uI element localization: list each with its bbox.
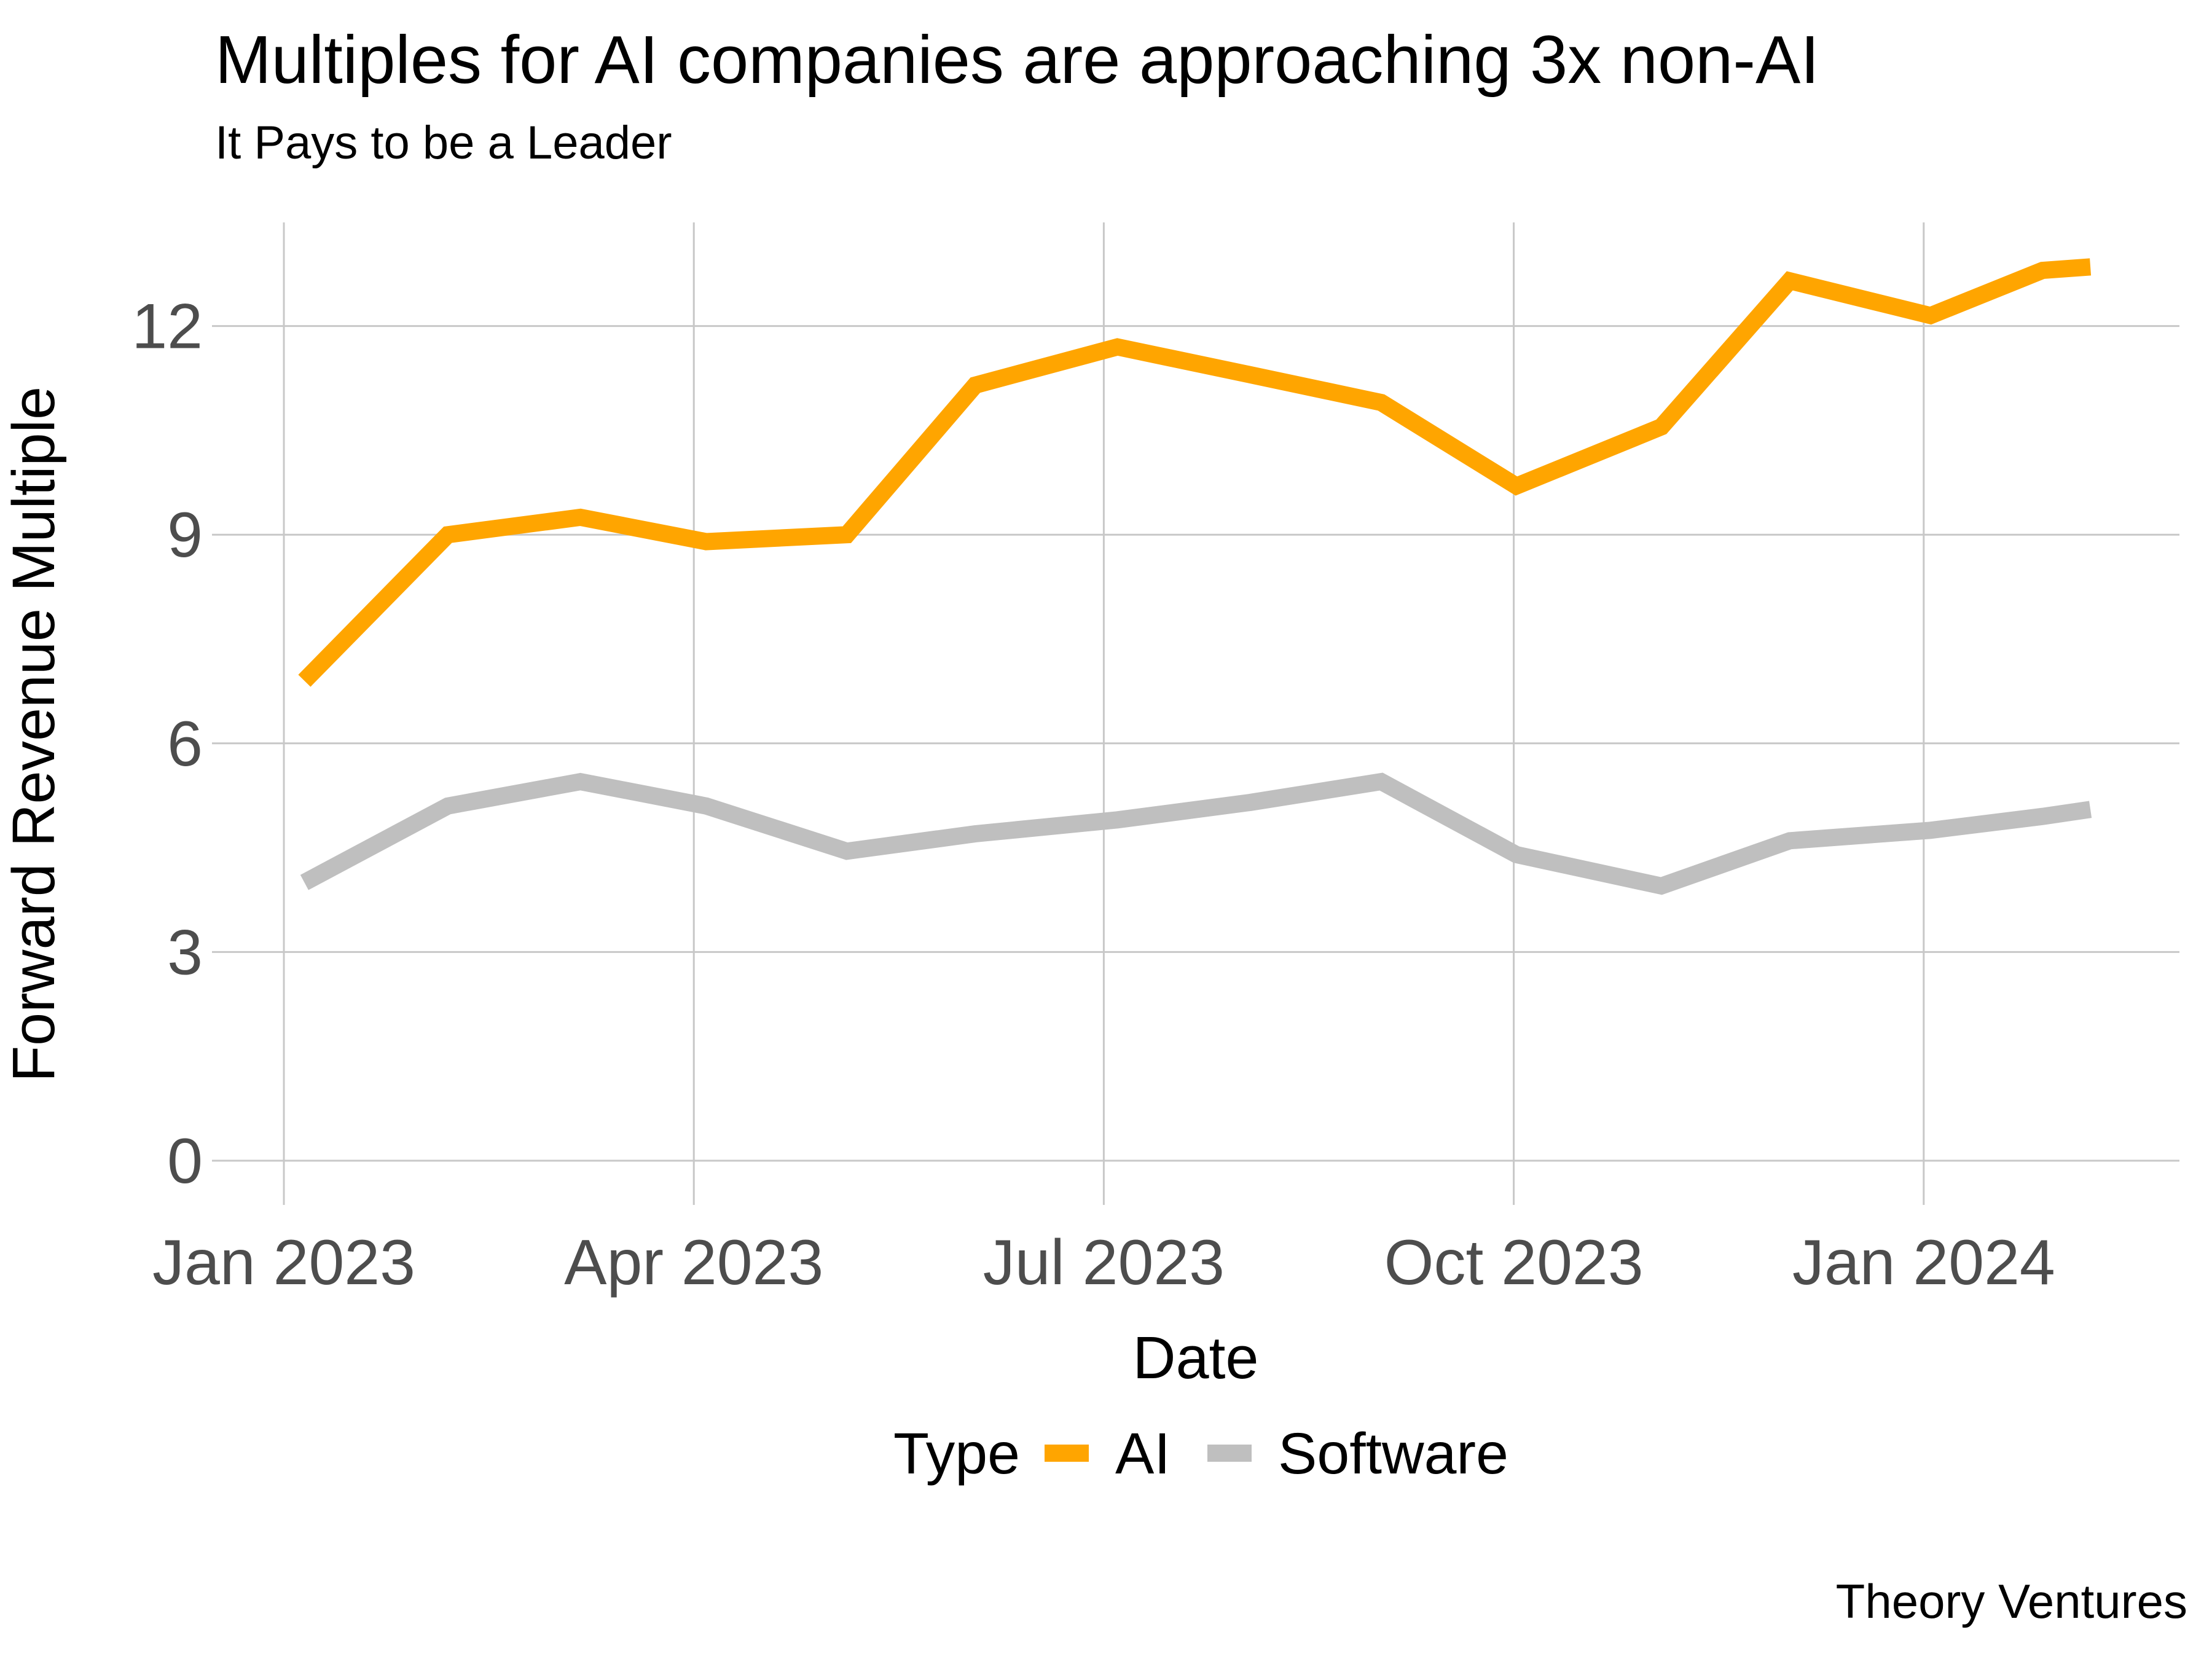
x-tick-label: Jan 2024 <box>1792 1227 2055 1298</box>
legend-label-software: Software <box>1278 1421 1508 1486</box>
legend-swatch-software <box>1207 1445 1252 1462</box>
x-axis-tick-labels: Jan 2023 Apr 2023 Jul 2023 Oct 2023 Jan 2024 <box>152 1227 2055 1298</box>
y-tick-label: 0 <box>167 1126 203 1197</box>
ai-line <box>298 258 2092 687</box>
legend-label-ai: AI <box>1115 1421 1171 1486</box>
legend: Type AI Software <box>893 1421 1508 1486</box>
series-lines <box>298 258 2092 895</box>
horizontal-gridlines <box>212 325 2179 1162</box>
source-attribution: Theory Ventures <box>1836 1574 2187 1628</box>
vertical-gridlines <box>283 222 1925 1205</box>
y-tick-label: 3 <box>167 917 203 988</box>
chart-title: Multiples for AI companies are approachi… <box>215 22 1819 98</box>
chart-subtitle: It Pays to be a Leader <box>215 117 672 169</box>
y-axis-title: Forward Revenue Multiple <box>0 386 67 1082</box>
software-line <box>300 772 2092 895</box>
legend-title: Type <box>893 1421 1020 1486</box>
y-tick-label: 6 <box>167 708 203 780</box>
legend-swatch-ai <box>1045 1445 1089 1462</box>
x-tick-label: Apr 2023 <box>564 1227 823 1298</box>
y-tick-label: 9 <box>167 500 203 571</box>
x-tick-label: Oct 2023 <box>1384 1227 1644 1298</box>
x-tick-label: Jan 2023 <box>152 1227 415 1298</box>
x-tick-label: Jul 2023 <box>983 1227 1225 1298</box>
x-axis-title: Date <box>1133 1324 1259 1391</box>
y-tick-label: 12 <box>131 291 203 363</box>
y-axis-tick-labels: 0 3 6 9 12 <box>131 291 203 1197</box>
